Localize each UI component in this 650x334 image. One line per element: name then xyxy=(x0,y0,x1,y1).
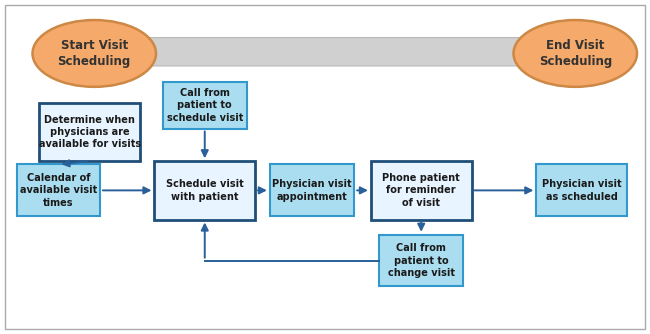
Text: Physician visit
as scheduled: Physician visit as scheduled xyxy=(542,179,621,202)
Text: Determine when
physicians are
available for visits: Determine when physicians are available … xyxy=(38,115,141,149)
Text: Phone patient
for reminder
of visit: Phone patient for reminder of visit xyxy=(382,173,460,208)
Text: End Visit
Scheduling: End Visit Scheduling xyxy=(539,39,612,68)
FancyBboxPatch shape xyxy=(155,161,255,220)
FancyBboxPatch shape xyxy=(40,103,140,161)
Text: Calendar of
available visit
times: Calendar of available visit times xyxy=(20,173,97,208)
FancyBboxPatch shape xyxy=(17,164,100,216)
Ellipse shape xyxy=(514,20,637,87)
FancyBboxPatch shape xyxy=(536,164,627,216)
FancyBboxPatch shape xyxy=(162,82,247,129)
Ellipse shape xyxy=(32,20,156,87)
FancyBboxPatch shape xyxy=(270,164,354,216)
Text: Call from
patient to
change visit: Call from patient to change visit xyxy=(387,243,455,278)
Polygon shape xyxy=(101,37,566,66)
FancyBboxPatch shape xyxy=(370,161,472,220)
Text: Physician visit
appointment: Physician visit appointment xyxy=(272,179,352,202)
Text: Schedule visit
with patient: Schedule visit with patient xyxy=(166,179,244,202)
Text: Call from
patient to
schedule visit: Call from patient to schedule visit xyxy=(166,88,243,123)
FancyBboxPatch shape xyxy=(379,234,463,286)
Text: Start Visit
Scheduling: Start Visit Scheduling xyxy=(58,39,131,68)
